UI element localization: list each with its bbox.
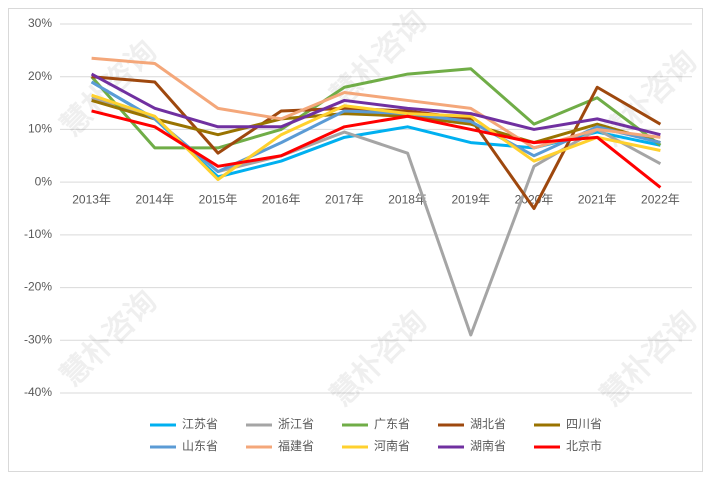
legend-label: 江苏省 <box>182 417 218 431</box>
series-line <box>90 72 661 137</box>
legend-label: 湖北省 <box>470 416 506 431</box>
legend-label: 北京市 <box>566 438 602 453</box>
y-tick-label: -30% <box>24 332 52 346</box>
y-tick-label: 10% <box>28 122 52 136</box>
x-tick-label: 2019年 <box>451 192 490 206</box>
x-tick-label: 2015年 <box>199 192 238 206</box>
y-tick-label: -20% <box>24 280 52 294</box>
legend-label: 山东省 <box>182 439 218 453</box>
x-tick-label: 2014年 <box>135 192 174 206</box>
legend-label: 浙江省 <box>278 417 314 431</box>
x-tick-label: 2022年 <box>641 192 680 206</box>
x-tick-label: 2018年 <box>388 192 427 206</box>
legend-label: 湖南省 <box>470 438 506 453</box>
legend-label: 福建省 <box>278 438 314 453</box>
y-tick-label: -40% <box>24 385 52 399</box>
legend-label: 广东省 <box>374 417 410 431</box>
legend-label: 四川省 <box>566 417 602 431</box>
y-tick-label: 30% <box>28 16 52 30</box>
series-line <box>91 98 661 145</box>
y-tick-label: 20% <box>28 69 52 83</box>
x-tick-label: 2017年 <box>325 192 364 206</box>
x-tick-label: 2021年 <box>578 192 617 206</box>
y-tick-label: 0% <box>35 174 53 188</box>
legend-label: 河南省 <box>374 438 410 453</box>
y-tick-label: -10% <box>24 227 52 241</box>
x-tick-label: 2016年 <box>262 192 301 206</box>
series-line <box>91 109 662 189</box>
x-tick-label: 2013年 <box>72 192 111 206</box>
